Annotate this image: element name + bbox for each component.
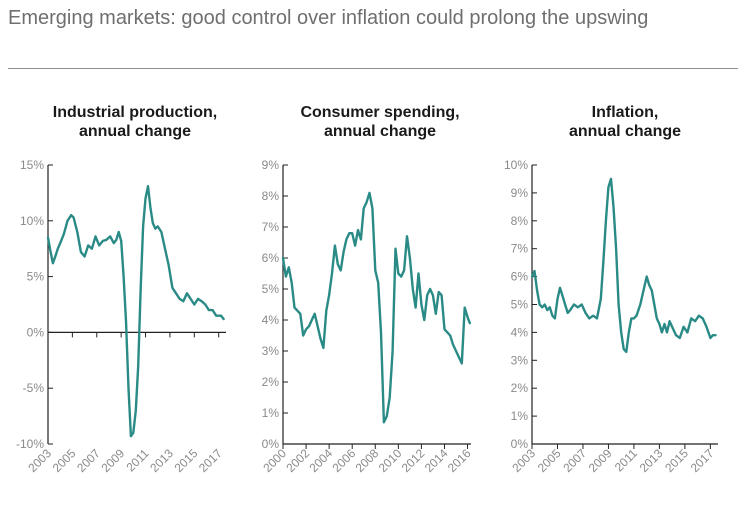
x-tick-label: 2002 <box>283 446 312 475</box>
chart-panel-2: Consumer spending, annual change 0% 1% 2% 3% 4… <box>260 104 474 475</box>
x-tick-label: 2016 <box>445 446 474 475</box>
chart-title-line: annual change <box>569 123 681 140</box>
x-tick-label: 2005 <box>50 446 79 475</box>
title-divider <box>8 68 738 69</box>
chart-title-line: annual change <box>79 123 191 140</box>
chart-title-line: annual change <box>324 123 436 140</box>
x-tick-label: 2013 <box>147 446 176 475</box>
x-tick-label: 2012 <box>399 446 428 475</box>
series-line <box>46 184 225 438</box>
y-tick-label: 6% <box>511 270 529 284</box>
y-tick-label: 3% <box>511 353 529 367</box>
y-tick-label: 0% <box>27 325 45 339</box>
y-tick-label: 10% <box>20 214 44 228</box>
x-tick-label: 2013 <box>637 446 666 475</box>
y-tick-label: 5% <box>27 270 45 284</box>
y-tick-label: 2% <box>262 375 280 389</box>
y-tick-label: 15% <box>20 158 44 172</box>
chart-panel-3: Inflation, annual change 0% 1% 2% 3% 4% 5% 6% 7% 8… <box>504 104 718 475</box>
x-tick-label: 2010 <box>376 446 405 475</box>
x-tick-label: 2017 <box>196 446 225 475</box>
y-tick-label: 7% <box>511 242 529 256</box>
y-tick-label: 9% <box>262 158 280 172</box>
x-tick-label: 2008 <box>353 446 382 475</box>
y-tick-label: 7% <box>262 220 280 234</box>
y-tick-label: 0% <box>511 437 529 451</box>
y-tick-label: 8% <box>511 214 529 228</box>
y-tick-label: 6% <box>262 251 280 265</box>
series-line <box>530 177 717 354</box>
x-tick-label: 2006 <box>330 446 359 475</box>
y-tick-label: 1% <box>262 406 280 420</box>
y-tick-label: 2% <box>511 381 529 395</box>
y-tick-label: 4% <box>262 313 280 327</box>
x-tick-label: 2017 <box>688 446 717 475</box>
y-tick-label: -5% <box>23 381 45 395</box>
y-tick-label: 8% <box>262 189 280 203</box>
chart-title-line: Inflation, <box>592 104 659 121</box>
x-tick-label: 2011 <box>612 446 640 474</box>
chart-title-line: Consumer spending, <box>300 104 459 121</box>
x-tick-label: 2007 <box>560 446 589 475</box>
x-tick-label: 2009 <box>586 446 615 475</box>
page-title: Emerging markets: good control over infl… <box>8 7 649 29</box>
x-tick-label: 2005 <box>535 446 564 475</box>
x-tick-label: 2011 <box>124 446 152 474</box>
chart-title-line: Industrial production, <box>53 104 217 121</box>
x-tick-label: 2009 <box>98 446 127 475</box>
x-tick-label: 2007 <box>74 446 103 475</box>
series-line <box>281 191 471 424</box>
y-tick-label: -10% <box>16 437 44 451</box>
y-tick-label: 5% <box>511 298 529 312</box>
x-tick-label: 2014 <box>422 446 451 475</box>
y-tick-label: 3% <box>262 344 280 358</box>
y-tick-label: 4% <box>511 325 529 339</box>
x-tick-label: 2015 <box>662 446 691 475</box>
x-tick-label: 2004 <box>306 446 335 475</box>
x-tick-label: 2015 <box>172 446 201 475</box>
chart-panel-1: Industrial production, annual change -10% -… <box>16 104 226 475</box>
y-tick-label: 1% <box>511 409 529 423</box>
y-tick-label: 5% <box>262 282 280 296</box>
y-tick-label: 10% <box>504 158 528 172</box>
y-tick-label: 0% <box>262 437 280 451</box>
y-tick-label: 9% <box>511 186 529 200</box>
